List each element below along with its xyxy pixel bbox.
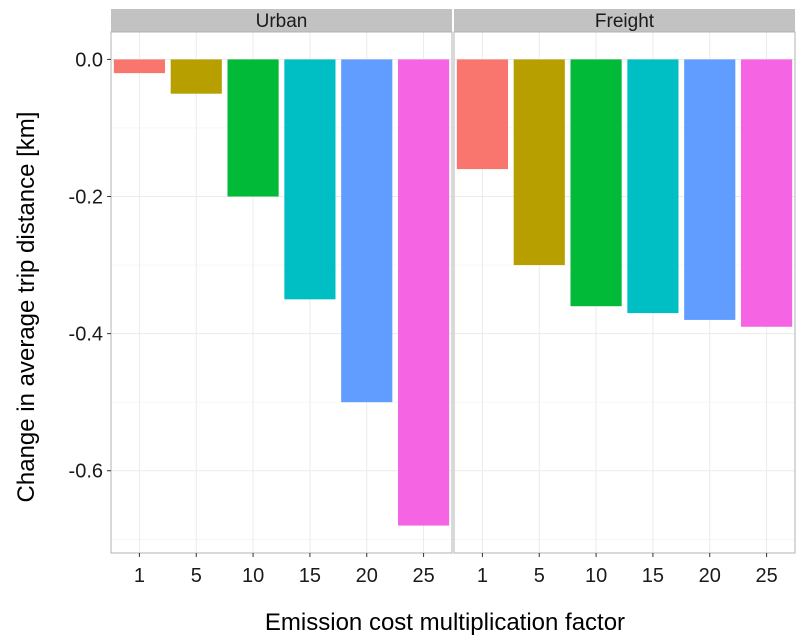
x-tick-label: 20 <box>699 565 721 587</box>
x-tick-label: 15 <box>299 565 321 587</box>
bar-freight-1 <box>456 59 508 170</box>
bar-urban-15 <box>284 59 336 300</box>
facet-strip-label: Urban <box>256 11 308 32</box>
x-tick-label: 1 <box>477 565 488 587</box>
y-tick-label: 0.0 <box>75 49 103 71</box>
panel-border <box>453 31 796 554</box>
y-tick-label: -0.4 <box>69 324 103 346</box>
bar-urban-10 <box>227 59 279 197</box>
x-tick-label: 10 <box>585 565 607 587</box>
x-tick-label: 25 <box>755 565 777 587</box>
x-tick-label: 15 <box>642 565 664 587</box>
bar-freight-20 <box>684 59 736 320</box>
facet-strip-label: Freight <box>595 11 655 32</box>
x-tick-label: 25 <box>412 565 434 587</box>
plot-background <box>454 32 795 553</box>
x-tick-label: 10 <box>242 565 264 587</box>
plot-background <box>111 32 452 553</box>
bar-urban-20 <box>341 59 393 403</box>
x-axis-title: Emission cost multiplication factor <box>265 609 625 636</box>
panel-border <box>110 31 453 554</box>
x-tick-label: 1 <box>134 565 145 587</box>
bar-freight-15 <box>627 59 679 314</box>
y-axis-title: Change in average trip distance [km] <box>13 112 40 503</box>
bar-freight-10 <box>570 59 622 307</box>
x-tick-label: 5 <box>534 565 545 587</box>
x-tick-label: 20 <box>356 565 378 587</box>
facet-strip <box>454 9 795 32</box>
bar-urban-25 <box>398 59 450 526</box>
facet-strip <box>111 9 452 32</box>
bar-urban-1 <box>113 59 165 74</box>
bar-urban-5 <box>170 59 222 94</box>
y-axis: 0.0 -0.2 -0.4 -0.6 <box>69 49 111 483</box>
x-tick-label: 5 <box>191 565 202 587</box>
y-tick-label: -0.6 <box>69 461 103 483</box>
bar-freight-5 <box>513 59 565 266</box>
bar-freight-25 <box>741 59 793 327</box>
y-tick-label: -0.2 <box>69 187 103 209</box>
